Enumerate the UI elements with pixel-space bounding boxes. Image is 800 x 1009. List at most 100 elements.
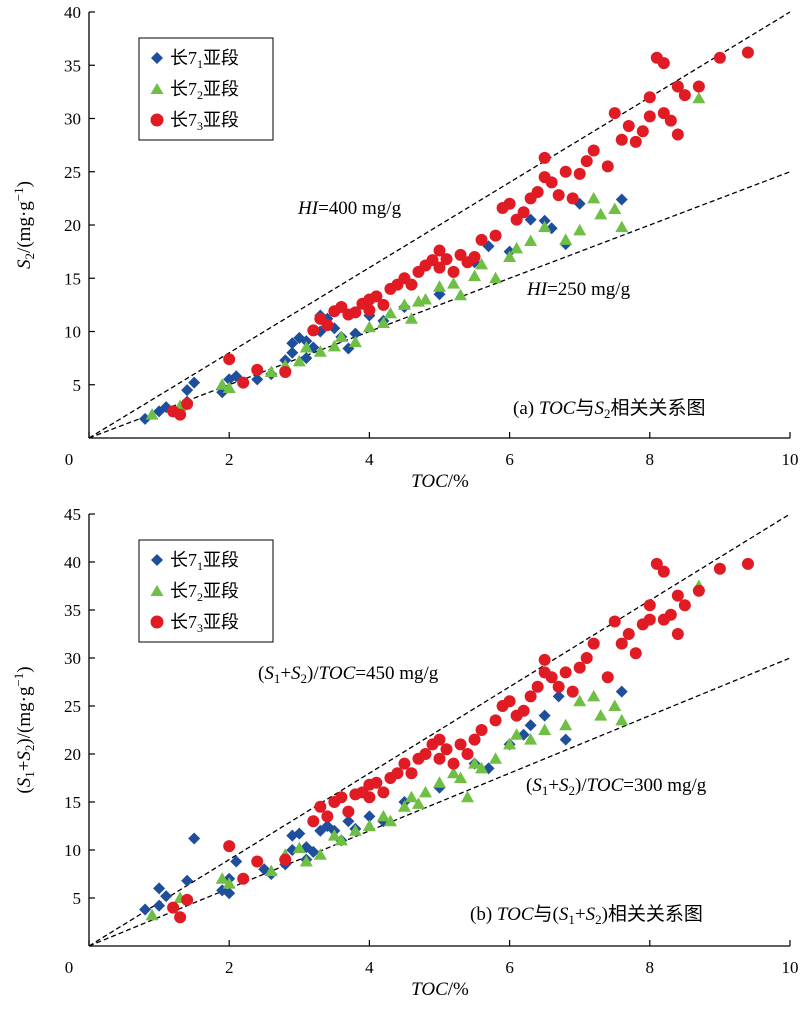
data-point-series-3: [601, 671, 614, 684]
data-point-series-1: [139, 903, 152, 916]
data-point-series-3: [279, 853, 292, 866]
data-point-series-1: [153, 882, 166, 895]
panel-a-legend-label-chang72: 长72亚段: [170, 79, 239, 102]
data-point-series-3: [538, 653, 551, 666]
y-tick-label: 40: [64, 3, 81, 22]
series-3: [167, 557, 754, 924]
data-point-series-3: [181, 397, 194, 410]
data-point-series-3: [433, 261, 446, 274]
panel-a-points: [139, 46, 754, 425]
data-point-series-3: [167, 901, 180, 914]
data-point-series-3: [615, 637, 628, 650]
data-point-series-2: [383, 814, 397, 827]
data-point-series-2: [468, 757, 482, 769]
x-tick-label: 4: [365, 958, 374, 977]
data-point-series-3: [503, 695, 516, 708]
data-point-series-3: [552, 189, 565, 202]
panel-b-legend-marker-chang71: [151, 554, 163, 566]
data-point-series-2: [433, 776, 446, 788]
y-tick-label: 35: [64, 601, 81, 620]
data-point-series-2: [538, 220, 552, 233]
panel-a-x-axis-label: TOC/%: [411, 471, 469, 492]
data-point-series-3: [321, 810, 334, 823]
data-point-series-3: [678, 599, 691, 612]
y-tick-label: 35: [64, 56, 81, 75]
data-point-series-1: [552, 690, 565, 703]
data-point-series-3: [314, 800, 327, 813]
data-point-series-2: [524, 733, 538, 745]
data-point-series-3: [615, 133, 628, 146]
panel-b-refline-300: [88, 657, 791, 947]
data-point-series-3: [643, 613, 656, 626]
data-point-series-3: [363, 791, 376, 804]
data-point-series-3: [713, 562, 726, 575]
y-tick-label: 10: [64, 323, 81, 342]
data-point-series-2: [573, 223, 587, 236]
data-point-series-2: [447, 277, 461, 289]
data-point-series-2: [559, 718, 573, 731]
data-point-series-1: [230, 855, 243, 868]
data-point-series-3: [174, 408, 187, 421]
y-tick-label: 25: [64, 163, 81, 182]
data-point-series-3: [335, 791, 348, 804]
series-1: [139, 685, 628, 916]
data-point-series-2: [397, 800, 411, 812]
data-point-series-1: [160, 890, 173, 903]
data-point-series-3: [251, 363, 264, 376]
data-point-series-1: [300, 352, 313, 365]
data-point-series-2: [299, 855, 313, 867]
data-point-series-2: [475, 761, 489, 774]
data-point-series-2: [397, 298, 411, 310]
data-point-series-3: [566, 192, 579, 205]
data-point-series-3: [601, 160, 614, 173]
data-point-series-2: [418, 293, 432, 305]
data-point-series-3: [489, 229, 502, 242]
panel-a-y-axis-label: S2/(mg·g−1): [11, 181, 37, 269]
y-tick-label: 20: [64, 216, 81, 235]
y-tick-label: 45: [64, 505, 81, 524]
data-point-series-2: [404, 790, 418, 803]
data-point-series-3: [349, 306, 362, 319]
data-point-series-1: [153, 899, 166, 912]
y-tick-label: 40: [64, 553, 81, 572]
data-point-series-2: [461, 790, 475, 803]
data-point-series-2: [418, 785, 432, 798]
data-point-series-3: [692, 584, 705, 597]
y-tick-label: 5: [73, 376, 82, 395]
data-point-series-3: [447, 757, 460, 770]
x-tick-label: 10: [782, 958, 799, 977]
data-point-series-1: [615, 685, 628, 698]
data-point-series-1: [349, 327, 362, 340]
data-point-series-2: [292, 841, 306, 854]
data-point-series-3: [363, 304, 376, 317]
data-point-series-1: [293, 827, 306, 840]
data-point-series-3: [237, 376, 250, 389]
panel-b-refline-450-label: (S1+S2)/TOC=450 mg/g: [258, 663, 439, 686]
data-point-series-3: [419, 748, 432, 760]
data-point-series-3: [664, 114, 677, 127]
panel-b-legend-marker-chang73: [150, 615, 164, 629]
series-2: [145, 91, 706, 420]
data-point-series-3: [237, 872, 250, 885]
data-point-series-3: [223, 840, 236, 853]
data-point-series-3: [545, 671, 558, 684]
data-point-series-2: [433, 280, 446, 292]
data-point-series-3: [433, 752, 446, 765]
data-point-series-3: [587, 637, 600, 650]
panel-b-legend-label-chang72: 长72亚段: [170, 581, 239, 604]
data-point-series-3: [174, 911, 187, 924]
data-point-series-3: [517, 704, 530, 717]
data-point-series-3: [545, 176, 558, 189]
data-point-series-2: [313, 345, 327, 357]
data-point-series-2: [468, 269, 482, 282]
data-point-series-3: [657, 565, 670, 578]
data-point-series-3: [643, 599, 656, 612]
data-point-series-3: [622, 119, 635, 132]
panel-a-caption: (a) TOC与S2相关关系图: [513, 397, 706, 421]
data-point-series-3: [517, 206, 530, 219]
data-point-series-1: [538, 709, 551, 722]
data-point-series-1: [615, 193, 628, 206]
data-point-series-3: [713, 51, 726, 64]
data-point-series-2: [362, 320, 376, 333]
